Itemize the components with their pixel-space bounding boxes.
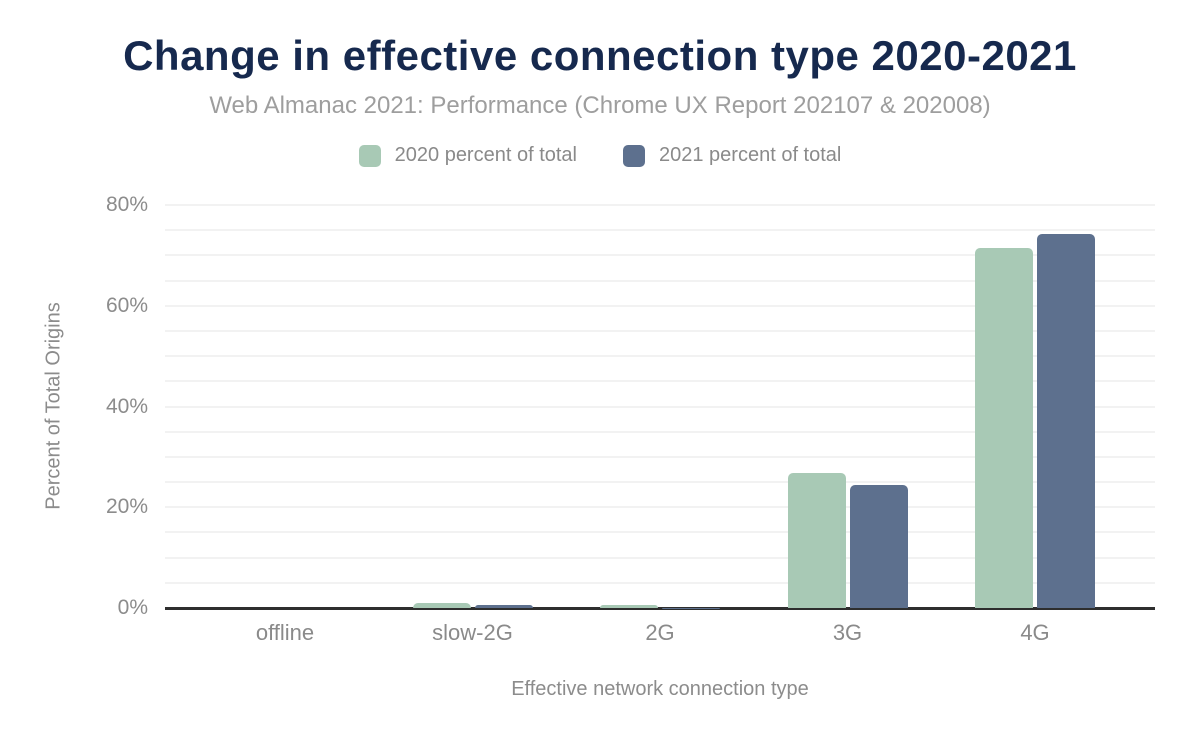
- gridline-30: [165, 455, 1155, 458]
- y-tick-label-80: 80%: [105, 193, 148, 216]
- gridline-65: [165, 279, 1155, 282]
- y-tick-label-60: 60%: [105, 293, 148, 317]
- x-category-label-4G: 4G: [1020, 620, 1050, 645]
- y-tick-label-20: 20%: [105, 495, 148, 519]
- x-axis-title: Effective network connection type: [511, 678, 809, 700]
- x-category-label-slow-2G: slow-2G: [432, 620, 513, 645]
- legend-swatch-2021-icon: [623, 144, 645, 167]
- gridline-40: [165, 405, 1155, 408]
- x-category-label-3G: 3G: [832, 620, 863, 645]
- x-axis-line: [165, 607, 1155, 610]
- legend-label-2020: 2020 percent of total: [394, 144, 577, 166]
- x-category-label-offline: offline: [255, 620, 315, 645]
- gridline-5: [165, 581, 1155, 584]
- bar-3G-2021: [849, 484, 908, 608]
- gridline-75: [165, 229, 1155, 232]
- gridline-55: [165, 329, 1155, 332]
- bar-slow-2G-2020: [412, 602, 471, 608]
- gridline-45: [165, 380, 1155, 383]
- y-tick-label-40: 40%: [105, 394, 148, 418]
- bar-2G-2020: [600, 605, 658, 608]
- gridline-70: [165, 254, 1155, 257]
- bar-slow-2G-2021: [474, 604, 533, 608]
- y-tick-label-0: 0%: [117, 596, 148, 619]
- legend-label-2021: 2021 percent of total: [659, 144, 842, 166]
- legend-item-2020: 2020 percent of total: [358, 144, 577, 167]
- plot-area: [165, 204, 1155, 610]
- gridline-10: [165, 556, 1155, 559]
- x-category-label-2G: 2G: [645, 620, 675, 645]
- gridline-50: [165, 355, 1155, 358]
- gridline-20: [165, 506, 1155, 509]
- legend-item-2021: 2021 percent of total: [623, 144, 841, 167]
- bar-3G-2020: [787, 473, 846, 608]
- chart-legend: 2020 percent of total 2021 percent of to…: [0, 144, 1200, 167]
- gridline-80: [165, 204, 1155, 206]
- gridline-35: [165, 430, 1155, 433]
- chart-subtitle: Web Almanac 2021: Performance (Chrome UX…: [209, 92, 991, 119]
- legend-swatch-2020-icon: [358, 144, 381, 167]
- chart-title: Change in effective connection type 2020…: [123, 32, 1077, 79]
- gridline-25: [165, 481, 1155, 484]
- gridline-15: [165, 531, 1155, 534]
- bar-4G-2020: [975, 247, 1033, 608]
- bar-4G-2021: [1037, 233, 1095, 608]
- gridline-60: [165, 304, 1155, 307]
- bar-2G-2021: [662, 607, 720, 608]
